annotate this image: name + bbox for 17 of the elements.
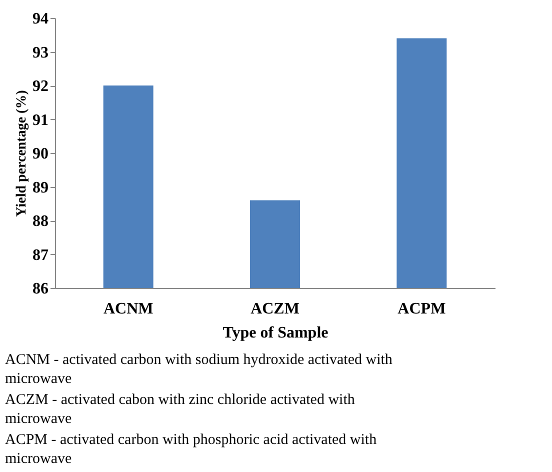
y-tick-label: 91	[32, 112, 48, 129]
x-tick-label: ACNM	[103, 300, 154, 318]
y-tick-label: 86	[32, 280, 48, 298]
y-tick-label: 89	[32, 179, 48, 196]
x-axis-title: Type of Sample	[222, 324, 328, 342]
y-tick-label: 90	[32, 146, 48, 162]
y-tick-label: 93	[32, 44, 48, 62]
y-tick-label: 94	[32, 10, 48, 28]
y-tick-label: 88	[32, 213, 48, 230]
text: ACPM - activated carbon with phosphoric acid activated with microwave	[5, 432, 378, 467]
text: ACNM - activated carbon with sodium hydroxide activated with microwave	[5, 352, 393, 387]
y-tick-label: 92	[32, 78, 48, 95]
x-tick-label: ACZM	[250, 300, 300, 318]
y-axis-title: Yield percentage (%)	[14, 90, 30, 217]
text: ACZM - activated cabon with zinc chloride activated with microwave	[5, 392, 356, 427]
x-tick-label: ACPM	[398, 300, 446, 318]
y-tick-label: 87	[32, 246, 48, 264]
